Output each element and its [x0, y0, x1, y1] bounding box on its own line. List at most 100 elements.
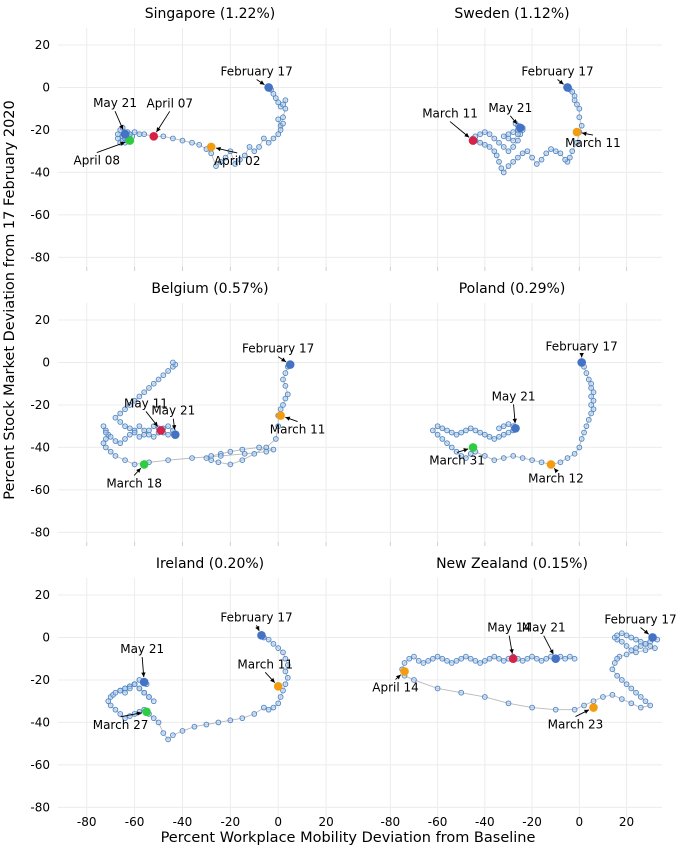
y-tick-label: -40: [30, 165, 50, 179]
data-point: [486, 131, 493, 138]
data-point: [170, 359, 176, 366]
data-point: [165, 431, 171, 438]
data-point: [583, 423, 590, 430]
data-point: [538, 156, 545, 163]
data-point: [179, 728, 186, 734]
data-point: [117, 687, 124, 694]
data-point: [282, 370, 289, 376]
data-point: [600, 694, 606, 700]
data-point: [420, 660, 427, 666]
annotation-arrowhead: [216, 146, 221, 152]
data-point: [529, 704, 535, 711]
data-point: [275, 423, 282, 430]
data-point: [122, 406, 128, 413]
data-point: [439, 425, 446, 432]
data-point: [251, 148, 258, 155]
data-point: [642, 640, 649, 647]
annotation-arrowhead: [395, 674, 401, 680]
data-point: [141, 431, 148, 438]
data-point: [496, 433, 502, 440]
data-point: [275, 131, 282, 138]
data-point: [126, 431, 133, 438]
x-tick-label: -40: [475, 815, 495, 829]
data-point: [642, 698, 649, 705]
data-point: [222, 154, 229, 161]
annotation-label: May 21: [522, 621, 566, 635]
data-point: [628, 685, 635, 692]
data-point: [189, 455, 195, 461]
data-point: [510, 158, 517, 165]
highlight-point: [120, 129, 130, 139]
data-point: [136, 393, 143, 400]
y-tick-label: -60: [30, 208, 50, 222]
data-point: [246, 144, 253, 150]
data-point: [136, 685, 143, 692]
data-point: [270, 135, 277, 142]
highlight-point: [508, 654, 518, 664]
y-tick-label: 20: [35, 38, 50, 52]
data-point: [100, 440, 107, 447]
panel-title: Belgium (0.57%): [151, 281, 268, 297]
annotation-arrowhead: [270, 677, 275, 683]
data-point: [217, 453, 224, 459]
data-point: [533, 161, 540, 167]
annotation-arrowhead: [141, 672, 146, 678]
data-point: [628, 634, 635, 641]
annotation-label: April 14: [372, 680, 419, 694]
data-point: [434, 685, 441, 692]
highlight-point: [468, 136, 478, 145]
data-point: [628, 700, 635, 707]
y-tick-label: -80: [30, 525, 50, 539]
data-point: [282, 668, 289, 675]
data-point: [401, 660, 408, 666]
data-point: [472, 427, 479, 434]
annotation-arrowhead: [136, 711, 142, 716]
data-point: [160, 133, 167, 140]
data-point: [491, 653, 498, 660]
data-point: [439, 436, 446, 442]
data-point: [191, 723, 198, 730]
data-point: [463, 427, 469, 434]
data-point: [141, 689, 148, 696]
data-point: [122, 423, 128, 430]
data-point: [493, 152, 500, 159]
data-point: [571, 706, 578, 713]
panel-title: New Zealand (0.15%): [436, 556, 588, 572]
data-point: [652, 645, 658, 651]
data-point: [552, 706, 559, 713]
data-point: [282, 382, 289, 389]
data-point: [564, 455, 571, 461]
data-point: [100, 423, 107, 430]
highlight-point: [511, 424, 520, 433]
highlight-point: [563, 83, 572, 92]
annotation-label: February 17: [604, 612, 676, 626]
data-point: [519, 455, 526, 461]
annotation-label: February 17: [221, 64, 293, 78]
data-point: [103, 444, 109, 451]
x-tick-label: 0: [274, 815, 282, 829]
panel-title: Sweden (1.12%): [454, 6, 569, 22]
data-point: [280, 687, 286, 694]
data-point: [505, 700, 512, 707]
data-point: [505, 421, 512, 427]
data-point: [477, 429, 483, 436]
data-point: [581, 702, 587, 709]
highlight-point: [589, 703, 598, 712]
x-tick-label: 20: [318, 815, 333, 829]
y-tick-label: -20: [30, 673, 50, 687]
data-point: [213, 163, 219, 169]
data-point: [590, 389, 597, 396]
data-point: [477, 660, 483, 666]
data-point: [165, 423, 171, 430]
data-point: [458, 453, 465, 459]
y-tick-label: -20: [30, 398, 50, 412]
data-point: [505, 148, 512, 155]
data-point: [618, 677, 625, 683]
annotation-arrowhead: [549, 649, 554, 655]
annotation-label: February 17: [521, 64, 593, 78]
highlight-point: [206, 142, 216, 152]
annotation-arrow: [96, 141, 126, 153]
data-point: [146, 694, 152, 700]
data-point: [282, 655, 289, 662]
data-point: [165, 736, 171, 743]
